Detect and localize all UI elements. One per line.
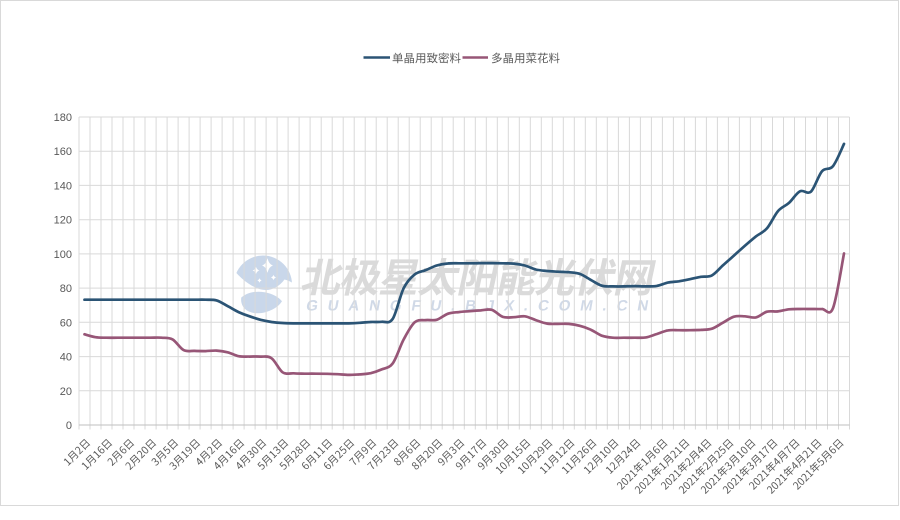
svg-text:180: 180 [54,112,72,124]
svg-text:20: 20 [60,386,72,398]
svg-text:160: 160 [54,146,72,158]
svg-text:40: 40 [60,352,72,364]
svg-text:100: 100 [54,249,72,261]
svg-text:80: 80 [60,283,72,295]
svg-text:60: 60 [60,317,72,329]
svg-text:140: 140 [54,180,72,192]
svg-text:0: 0 [66,420,72,432]
svg-text:120: 120 [54,215,72,227]
